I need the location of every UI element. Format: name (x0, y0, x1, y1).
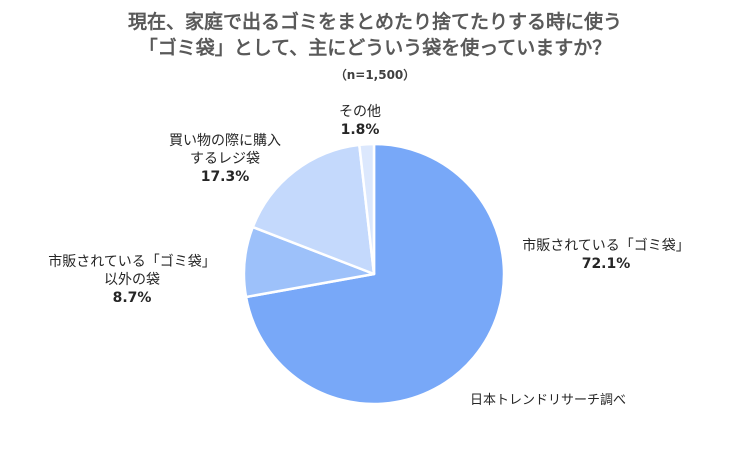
slice-label-other: その他 1.8% (310, 103, 410, 139)
slice-label-other-bag: 市販されている「ゴミ袋」 以外の袋 8.7% (26, 253, 238, 307)
chart-title-line-2: 「ゴミ袋」として、主にどういう袋を使っていますか？ (138, 37, 612, 59)
pie-slice-other (358, 142, 376, 276)
slice-label-shopping-bag: 買い物の際に購入 するレジ袋 17.3% (140, 132, 310, 186)
slice-label-line: 以外の袋 (104, 272, 160, 288)
slice-label-line: 市販されている「ゴミ袋」 (48, 254, 216, 270)
slice-value-label: 1.8% (340, 122, 380, 138)
slice-value-label: 8.7% (112, 290, 152, 306)
pie-slice-shopping-bag (251, 143, 376, 276)
slice-label-line: 買い物の際に購入 (169, 133, 281, 149)
slice-label-line: するレジ袋 (190, 151, 260, 167)
slice-label-line: その他 (339, 104, 381, 120)
chart-title-line-1: 現在、家庭で出るゴミをまとめたり捨てたりする時に使う (127, 11, 622, 33)
slice-value-label: 72.1% (581, 256, 631, 272)
slice-value-label: 17.3% (200, 169, 250, 185)
slice-label-commercial-garbage-bag: 市販されている「ゴミ袋」 72.1% (506, 237, 706, 273)
chart-subtitle: （n=1,500） (334, 68, 416, 82)
source-note: 日本トレンドリサーチ調べ (470, 393, 627, 408)
slice-label-line: 市販されている「ゴミ袋」 (522, 238, 690, 254)
